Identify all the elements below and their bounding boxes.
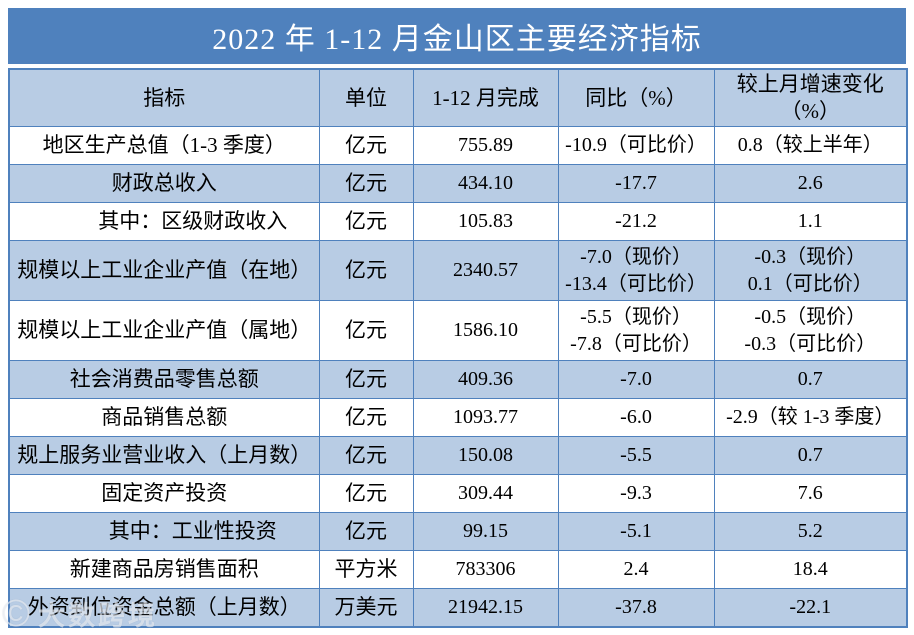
yoy-cell: -6.0 [557, 398, 715, 437]
value-cell: 409.36 [412, 360, 559, 399]
table-row: 地区生产总值（1-3 季度） 亿元 755.89 -10.9（可比价） 0.8（较上半年… [8, 126, 908, 165]
change-cell: 1.1 [713, 202, 908, 241]
economic-indicators-table: 指标 单位 1-12 月完成 同比（%） 较上月增速变化（%） 地区生产总值（1… [8, 68, 908, 628]
unit-cell: 亿元 [318, 126, 414, 165]
indicator-cell: 新建商品房销售面积 [8, 550, 320, 589]
yoy-cell: -17.7 [557, 164, 715, 203]
change-cell: 18.4 [713, 550, 908, 589]
value-cell: 2340.57 [412, 240, 559, 301]
header-indicator: 指标 [8, 68, 320, 127]
yoy-cell: -7.0（现价） -13.4（可比价） [557, 240, 715, 301]
header-unit: 单位 [318, 68, 414, 127]
indicator-cell: 社会消费品零售总额 [8, 360, 320, 399]
table-row: 固定资产投资 亿元 309.44 -9.3 7.6 [8, 474, 908, 513]
yoy-cell: -5.5 [557, 436, 715, 475]
indicator-cell: 商品销售总额 [8, 398, 320, 437]
change-cell: 0.7 [713, 360, 908, 399]
unit-cell: 亿元 [318, 202, 414, 241]
unit-cell: 亿元 [318, 436, 414, 475]
unit-cell: 亿元 [318, 300, 414, 361]
yoy-cell: -7.0 [557, 360, 715, 399]
unit-cell: 亿元 [318, 164, 414, 203]
indicator-cell: 其中：工业性投资 [8, 512, 320, 551]
value-cell: 1093.77 [412, 398, 559, 437]
table-row: 规模以上工业企业产值（属地） 亿元 1586.10 -5.5（现价） -7.8（可比价）… [8, 300, 908, 361]
change-cell: -2.9（较 1-3 季度） [713, 398, 908, 437]
table-row: 新建商品房销售面积 平方米 783306 2.4 18.4 [8, 550, 908, 589]
change-cell: -22.1 [713, 588, 908, 627]
unit-cell: 平方米 [318, 550, 414, 589]
yoy-cell: -37.8 [557, 588, 715, 627]
value-cell: 783306 [412, 550, 559, 589]
unit-cell: 亿元 [318, 398, 414, 437]
table-row: 外资到位资金总额（上月数） 万美元 21942.15 -37.8 -22.1 [8, 588, 908, 627]
yoy-cell: -10.9（可比价） [557, 126, 715, 165]
header-yoy: 同比（%） [557, 68, 715, 127]
value-cell: 150.08 [412, 436, 559, 475]
indicator-cell: 固定资产投资 [8, 474, 320, 513]
table-row: 社会消费品零售总额 亿元 409.36 -7.0 0.7 [8, 360, 908, 399]
change-cell: 7.6 [713, 474, 908, 513]
yoy-cell: -5.5（现价） -7.8（可比价） [557, 300, 715, 361]
unit-cell: 亿元 [318, 474, 414, 513]
yoy-cell: -9.3 [557, 474, 715, 513]
value-cell: 755.89 [412, 126, 559, 165]
change-cell: 2.6 [713, 164, 908, 203]
indicator-cell: 规模以上工业企业产值（在地） [8, 240, 320, 301]
unit-cell: 亿元 [318, 360, 414, 399]
table-header: 指标 单位 1-12 月完成 同比（%） 较上月增速变化（%） [8, 68, 908, 127]
value-cell: 434.10 [412, 164, 559, 203]
change-cell: -0.3（现价） 0.1（可比价） [713, 240, 908, 301]
indicator-cell: 外资到位资金总额（上月数） [8, 588, 320, 627]
yoy-cell: 2.4 [557, 550, 715, 589]
unit-cell: 亿元 [318, 240, 414, 301]
unit-cell: 万美元 [318, 588, 414, 627]
header-change-vs-last-month: 较上月增速变化（%） [713, 68, 908, 127]
value-cell: 21942.15 [412, 588, 559, 627]
header-completed: 1-12 月完成 [412, 68, 559, 127]
indicator-cell: 财政总收入 [8, 164, 320, 203]
unit-cell: 亿元 [318, 512, 414, 551]
table-row: 其中：区级财政收入 亿元 105.83 -21.2 1.1 [8, 202, 908, 241]
table-title: 2022 年 1-12 月金山区主要经济指标 [8, 8, 906, 64]
table-row: 规上服务业营业收入（上月数） 亿元 150.08 -5.5 0.7 [8, 436, 908, 475]
value-cell: 105.83 [412, 202, 559, 241]
value-cell: 99.15 [412, 512, 559, 551]
value-cell: 309.44 [412, 474, 559, 513]
table-row: 其中：工业性投资 亿元 99.15 -5.1 5.2 [8, 512, 908, 551]
indicator-cell: 地区生产总值（1-3 季度） [8, 126, 320, 165]
change-cell: 0.7 [713, 436, 908, 475]
change-cell: -0.5（现价） -0.3（可比价） [713, 300, 908, 361]
change-cell: 0.8（较上半年） [713, 126, 908, 165]
indicator-cell: 规模以上工业企业产值（属地） [8, 300, 320, 361]
table-row: 规模以上工业企业产值（在地） 亿元 2340.57 -7.0（现价） -13.4（可比价… [8, 240, 908, 301]
yoy-cell: -21.2 [557, 202, 715, 241]
value-cell: 1586.10 [412, 300, 559, 361]
table-row: 财政总收入 亿元 434.10 -17.7 2.6 [8, 164, 908, 203]
table-row: 商品销售总额 亿元 1093.77 -6.0 -2.9（较 1-3 季度） [8, 398, 908, 437]
change-cell: 5.2 [713, 512, 908, 551]
table-body: 地区生产总值（1-3 季度） 亿元 755.89 -10.9（可比价） 0.8（较上半年… [8, 126, 908, 627]
header-row: 指标 单位 1-12 月完成 同比（%） 较上月增速变化（%） [8, 68, 908, 127]
indicator-cell: 其中：区级财政收入 [8, 202, 320, 241]
yoy-cell: -5.1 [557, 512, 715, 551]
indicator-cell: 规上服务业营业收入（上月数） [8, 436, 320, 475]
